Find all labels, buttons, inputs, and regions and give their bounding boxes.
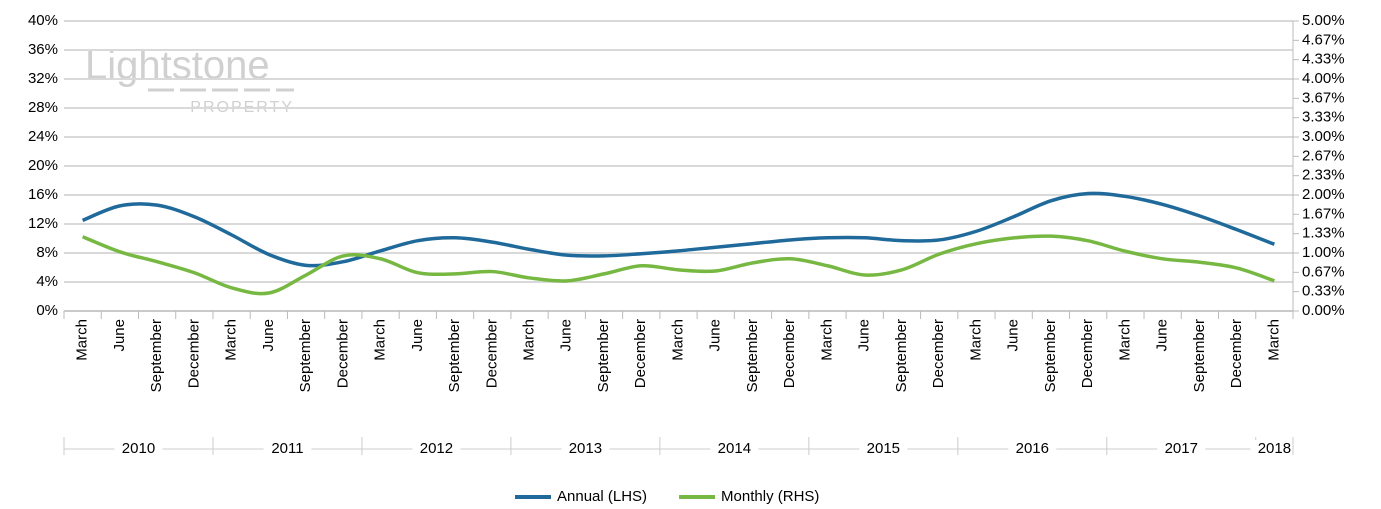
y-tick-label: 4%: [36, 273, 58, 290]
y2-tick-label: 4.67%: [1302, 31, 1345, 48]
y2-tick-label: 1.00%: [1302, 244, 1345, 261]
y2-tick-label: 3.67%: [1302, 89, 1345, 106]
group-label-bg: [412, 440, 461, 458]
x-tick-label: December: [334, 319, 351, 388]
group-label-bg: [263, 440, 312, 458]
legend-label: Annual (LHS): [557, 488, 647, 505]
group-label-bg: [1250, 440, 1299, 458]
group-label-bg: [1008, 440, 1057, 458]
y2-tick-label: 0.67%: [1302, 263, 1345, 280]
y-tick-label: 32%: [28, 70, 58, 87]
x-tick-label: December: [930, 319, 947, 388]
x-tick-label: March: [74, 319, 91, 361]
y2-tick-label: 1.67%: [1302, 205, 1345, 222]
x-tick-label: September: [1042, 319, 1059, 392]
x-tick-label: September: [446, 319, 463, 392]
group-label: 2017: [1165, 440, 1198, 457]
group-label-bg: [710, 440, 759, 458]
group-label: 2015: [867, 440, 900, 457]
x-tick-label: September: [1191, 319, 1208, 392]
legend-label: Monthly (RHS): [721, 488, 819, 505]
group-label: 2010: [122, 440, 155, 457]
x-tick-label: December: [1079, 319, 1096, 388]
y-tick-label: 8%: [36, 244, 58, 261]
x-tick-label: March: [967, 319, 984, 361]
x-tick-label: March: [1265, 319, 1282, 361]
y2-tick-label: 4.33%: [1302, 51, 1345, 68]
x-tick-label: September: [744, 319, 761, 392]
group-label-bg: [561, 440, 610, 458]
group-label: 2014: [718, 440, 751, 457]
y2-tick-label: 5.00%: [1302, 12, 1345, 29]
x-tick-label: December: [632, 319, 649, 388]
x-tick-label: December: [1228, 319, 1245, 388]
y-tick-label: 40%: [28, 12, 58, 29]
series-line: [81, 191, 1276, 268]
group-label: 2011: [271, 440, 303, 457]
group-label-bg: [859, 440, 908, 458]
y-tick-label: 28%: [28, 99, 58, 116]
x-tick-label: December: [483, 319, 500, 388]
y2-tick-label: 3.33%: [1302, 109, 1345, 126]
x-tick-label: June: [260, 319, 277, 352]
group-label-bg: [114, 440, 163, 458]
y2-tick-label: 2.00%: [1302, 186, 1345, 203]
group-label: 2018: [1258, 440, 1291, 457]
y2-tick-label: 2.33%: [1302, 167, 1345, 184]
y2-tick-label: 0.33%: [1302, 283, 1345, 300]
y-tick-label: 12%: [28, 215, 58, 232]
group-label: 2012: [420, 440, 453, 457]
x-tick-label: March: [372, 319, 389, 361]
x-tick-label: December: [185, 319, 202, 388]
y-tick-label: 36%: [28, 41, 58, 58]
x-tick-label: June: [409, 319, 426, 352]
x-tick-label: September: [148, 319, 165, 392]
y-tick-label: 24%: [28, 128, 58, 145]
x-tick-label: June: [856, 319, 873, 352]
y2-tick-label: 0.00%: [1302, 302, 1345, 319]
y2-tick-label: 3.00%: [1302, 128, 1345, 145]
x-tick-label: September: [893, 319, 910, 392]
x-tick-label: December: [781, 319, 798, 388]
x-tick-label: September: [297, 319, 314, 392]
x-tick-label: March: [520, 319, 537, 361]
series-line: [81, 234, 1275, 296]
y2-tick-label: 4.00%: [1302, 70, 1345, 87]
x-tick-label: June: [558, 319, 575, 352]
group-label: 2013: [569, 440, 602, 457]
x-tick-label: March: [1116, 319, 1133, 361]
x-tick-label: June: [1154, 319, 1171, 352]
y-tick-label: 0%: [36, 302, 58, 319]
y-tick-label: 20%: [28, 157, 58, 174]
x-tick-label: June: [707, 319, 724, 352]
x-tick-label: March: [223, 319, 240, 361]
x-tick-label: March: [669, 319, 686, 361]
group-label-bg: [1157, 440, 1206, 458]
x-tick-label: March: [818, 319, 835, 361]
x-tick-label: June: [1005, 319, 1022, 352]
y2-tick-label: 1.33%: [1302, 225, 1345, 242]
y2-tick-label: 2.67%: [1302, 147, 1345, 164]
y-tick-label: 16%: [28, 186, 58, 203]
group-label: 2016: [1016, 440, 1049, 457]
x-tick-label: September: [595, 319, 612, 392]
x-tick-label: June: [111, 319, 128, 352]
